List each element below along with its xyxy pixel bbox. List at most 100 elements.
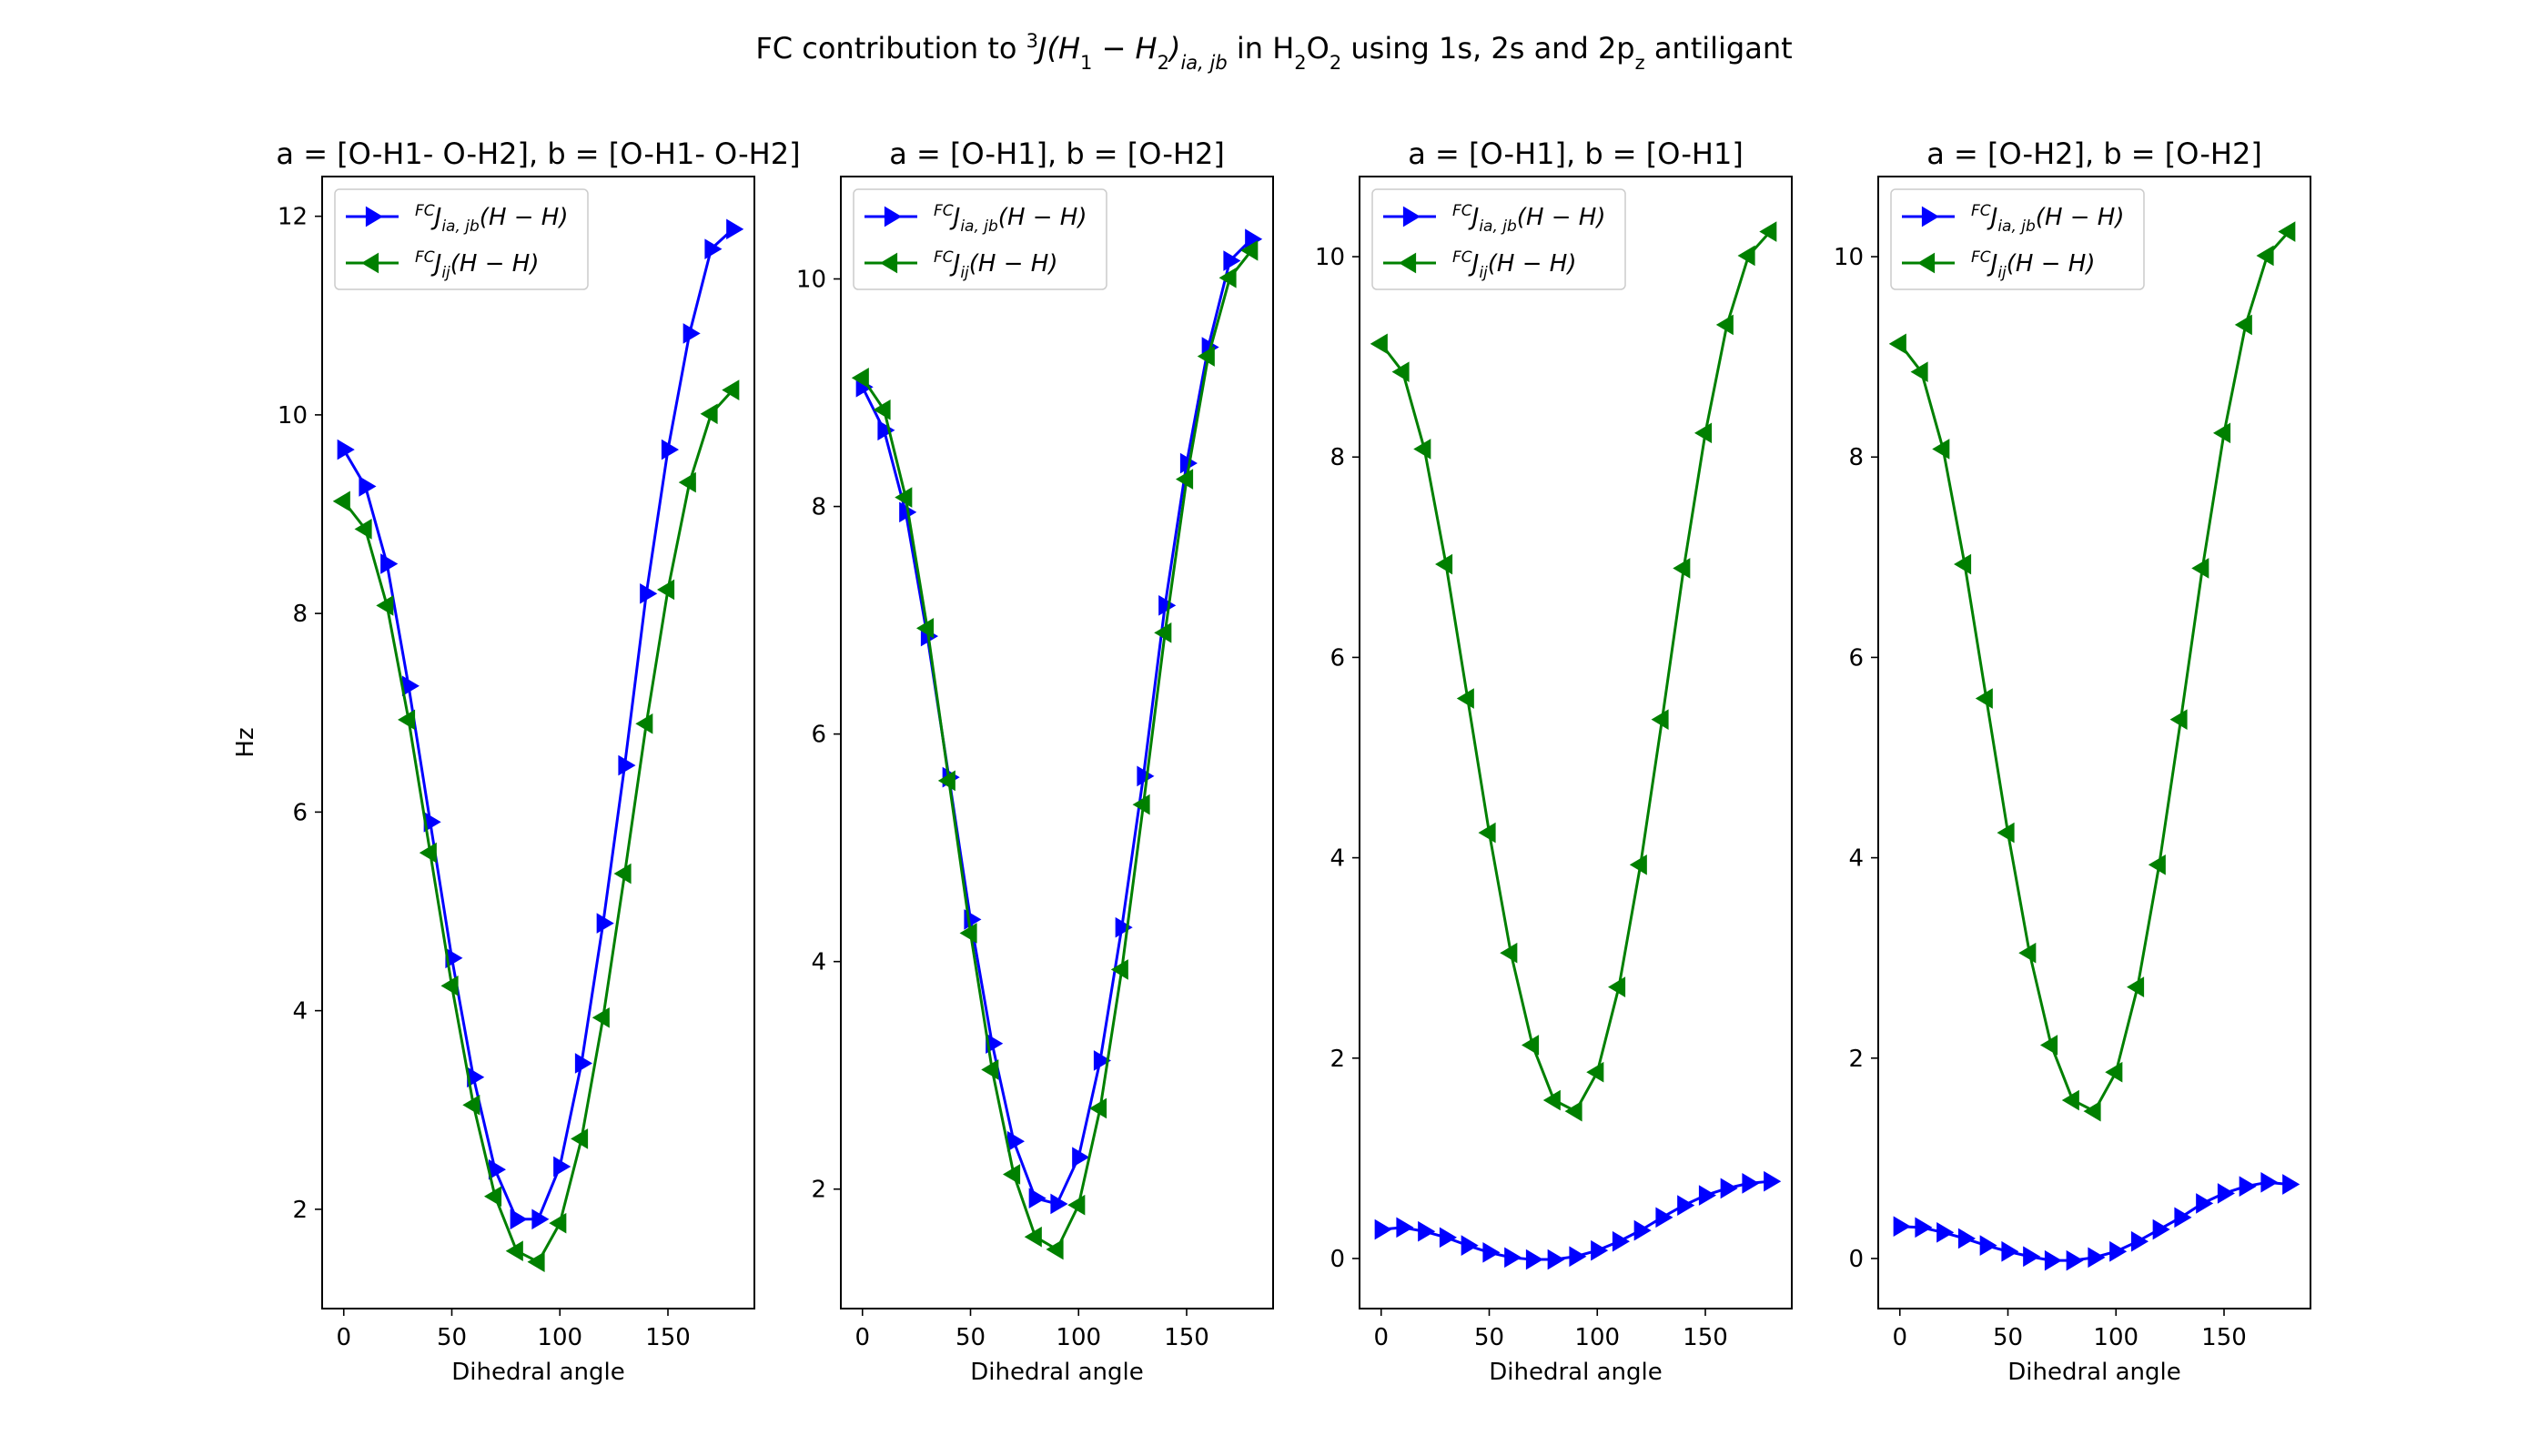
series-2 [1888,221,2296,1122]
data-point-marker [1223,250,1241,271]
subplot-4: 0 50 100 150 0 2 4 6 8 10 Dihedral angle a = [O-H2]… [1834,136,2311,1386]
data-point-marker [1742,1173,1760,1194]
data-point-marker [2105,1061,2123,1083]
data-point-marker [380,553,399,574]
data-point-marker [1046,1239,1064,1260]
legend-label: FCJia, jb(H − H) [1452,202,1606,236]
data-point-marker [2196,1193,2214,1214]
data-point-marker [1608,976,1626,997]
y-tick-label: 2 [1330,1046,1345,1073]
x-tick-label: 50 [1993,1324,2023,1351]
data-point-marker [1132,794,1150,815]
data-point-marker [1673,558,1691,579]
y-tick-label: 4 [811,949,826,976]
series-2 [332,379,740,1273]
data-point-marker [505,1240,523,1262]
data-point-marker [1888,333,1906,355]
data-point-marker [635,713,653,734]
figure-title: FC contribution to 3J(H1 − H2)ia, jb in … [755,30,1792,74]
subplot-3: 0 50 100 150 0 2 4 6 8 10 Dihedral angle a = [O-H1]… [1315,136,1793,1386]
data-point-marker [1456,688,1474,709]
data-point-marker [1525,1249,1543,1270]
data-point-marker [1072,1147,1090,1168]
data-point-marker [1370,333,1388,355]
series-2 [851,239,1259,1260]
data-point-marker [1915,1217,1933,1239]
data-point-marker [1504,1247,1522,1269]
x-tick-label: 100 [1056,1324,1101,1351]
data-point-marker [2260,1171,2279,1193]
data-point-marker [440,976,459,996]
legend-marker [880,252,898,274]
subplot-title: a = [O-H2], b = [O-H2] [1926,136,2262,171]
y-tick-label: 4 [1848,845,1864,873]
y-tick-label: 8 [811,494,826,521]
data-point-marker [531,1208,550,1230]
x-tick-label: 0 [1892,1324,1907,1351]
data-point-marker [1439,1227,1457,1249]
legend: FCJia, jb(H − H) FCJij(H − H) [334,188,589,290]
x-tick-label: 100 [2093,1324,2138,1351]
x-tick-label: 50 [956,1324,986,1351]
x-tick-label: 50 [437,1324,467,1351]
data-point-marker [1975,688,1993,709]
data-point-marker [1024,1226,1042,1248]
series-1 [337,218,744,1230]
data-point-marker [2148,854,2166,875]
x-axis-label: Dihedral angle [2007,1359,2180,1386]
y-tick-label: 8 [1848,444,1864,471]
y-tick-label: 0 [1330,1246,1345,1273]
legend-marker [361,252,379,274]
axes-frame [1359,176,1793,1309]
data-point-marker [726,218,744,240]
data-point-marker [1569,1246,1587,1268]
axes-frame [1877,176,2311,1309]
data-point-marker [640,582,658,604]
data-point-marker [2083,1100,2101,1122]
data-point-marker [337,439,355,460]
data-point-marker [1478,822,1496,844]
data-point-marker [1154,622,1172,643]
legend-entry-1: FCJia, jb(H − H) [864,202,1087,236]
legend-marker [1399,252,1417,274]
subplot-1: 0 50 100 150 2 4 6 8 10 12 Dihedral angle Hz a = [O-… [232,136,801,1386]
data-point-marker [1715,314,1734,336]
data-point-marker [1240,239,1259,261]
data-point-marker [2023,1246,2041,1268]
subplot-title: a = [O-H1], b = [O-H2] [889,136,1225,171]
y-tick-label: 8 [292,601,308,628]
data-point-marker [2282,1174,2300,1195]
legend-label: FCJia, jb(H − H) [415,202,569,236]
data-point-marker [1910,361,1928,382]
data-point-marker [1979,1235,1997,1256]
data-point-marker [1547,1249,1565,1270]
y-tick-label: 2 [811,1177,826,1204]
data-point-marker [1435,553,1453,575]
data-point-marker [1564,1100,1582,1122]
data-point-marker [2127,976,2145,997]
data-point-marker [462,1094,480,1116]
data-point-marker [851,367,869,389]
data-point-marker [1176,469,1194,490]
legend-marker [365,206,383,228]
data-point-marker [618,754,636,776]
data-point-marker [398,709,416,731]
subplot-title: a = [O-H1], b = [O-H1] [1408,136,1744,171]
data-point-marker [419,842,437,864]
data-point-marker [1461,1235,1479,1256]
data-point-marker [359,476,377,497]
legend-marker [1402,206,1421,228]
data-point-marker [1050,1193,1068,1215]
y-tick-label: 8 [1330,444,1345,471]
data-point-marker [2256,245,2274,267]
data-point-marker [1482,1242,1501,1263]
data-point-marker [571,1128,589,1149]
data-point-marker [678,471,696,493]
data-point-marker [354,519,372,540]
y-tick-label: 12 [278,204,308,231]
legend-marker [1921,206,1939,228]
data-point-marker [661,439,679,460]
y-tick-label: 6 [1330,644,1345,672]
series-1 [1893,1171,2300,1271]
